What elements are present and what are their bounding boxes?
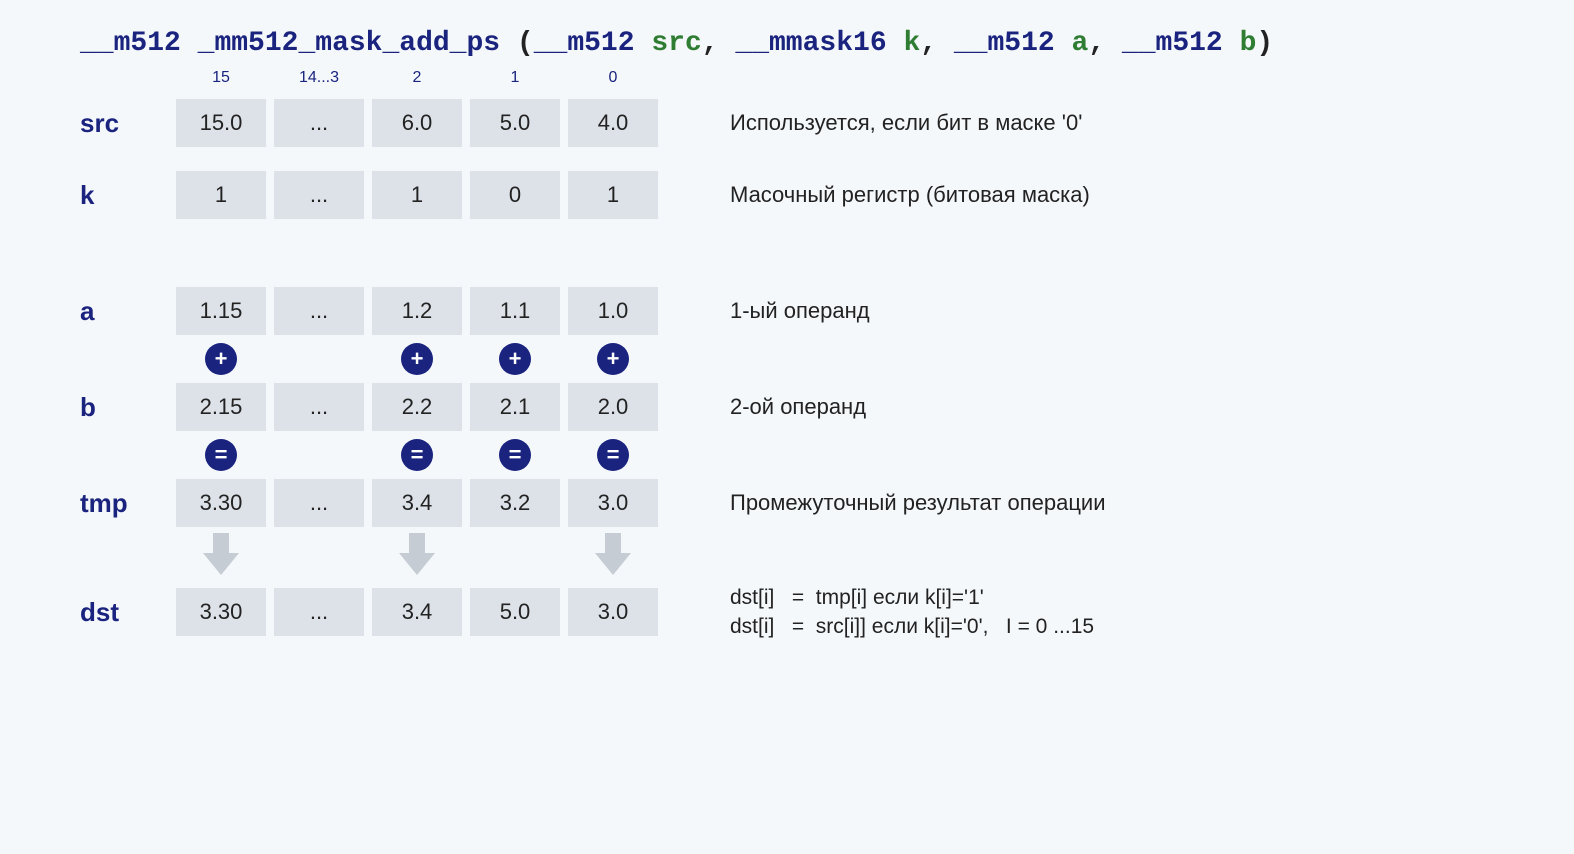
param-name-3: b bbox=[1240, 28, 1257, 59]
arrow-down-icon bbox=[399, 533, 435, 575]
param-name-0: src bbox=[651, 28, 701, 59]
row-src: src 15.0 ... 6.0 5.0 4.0 Используется, е… bbox=[80, 99, 1494, 147]
param-name-1: k bbox=[903, 28, 920, 59]
cells: 1.15 ... 1.2 1.1 1.0 bbox=[176, 287, 666, 335]
param-type-1: __mmask16 bbox=[735, 28, 886, 59]
cells: 3.30 ... 3.4 5.0 3.0 bbox=[176, 588, 666, 636]
plus-icon: + bbox=[401, 343, 433, 375]
row-desc: Промежуточный результат операции bbox=[730, 488, 1106, 518]
cell: ... bbox=[274, 479, 364, 527]
cell: ... bbox=[274, 171, 364, 219]
equals-icon: = bbox=[597, 439, 629, 471]
cell: 1.2 bbox=[372, 287, 462, 335]
cell: ... bbox=[274, 99, 364, 147]
cell: 5.0 bbox=[470, 99, 560, 147]
row-desc: 1-ый операнд bbox=[730, 296, 870, 326]
equals-icon: = bbox=[401, 439, 433, 471]
cell: ... bbox=[274, 287, 364, 335]
cell: 2.1 bbox=[470, 383, 560, 431]
function-signature: __m512 _mm512_mask_add_ps (__m512 src, _… bbox=[80, 28, 1494, 59]
param-type-0: __m512 bbox=[534, 28, 635, 59]
cell: 0 bbox=[470, 171, 560, 219]
row-label: src bbox=[80, 108, 176, 139]
equals-icon: = bbox=[499, 439, 531, 471]
arrow-row bbox=[176, 533, 1494, 575]
cell: 1.15 bbox=[176, 287, 266, 335]
row-label: dst bbox=[80, 597, 176, 628]
index-cell: 2 bbox=[372, 69, 462, 87]
cell: 3.2 bbox=[470, 479, 560, 527]
cell: 1 bbox=[176, 171, 266, 219]
cell: 6.0 bbox=[372, 99, 462, 147]
cell: 2.2 bbox=[372, 383, 462, 431]
plus-icon: + bbox=[205, 343, 237, 375]
cell: 3.30 bbox=[176, 588, 266, 636]
arrow-down-icon bbox=[203, 533, 239, 575]
arrow-down-icon bbox=[595, 533, 631, 575]
cell: 3.0 bbox=[568, 588, 658, 636]
cells: 2.15 ... 2.2 2.1 2.0 bbox=[176, 383, 666, 431]
cell: 2.15 bbox=[176, 383, 266, 431]
row-label: b bbox=[80, 392, 176, 423]
row-dst: dst 3.30 ... 3.4 5.0 3.0 dst[i] = tmp[i]… bbox=[80, 583, 1494, 642]
row-label: a bbox=[80, 296, 176, 327]
row-k: k 1 ... 1 0 1 Масочный регистр (битовая … bbox=[80, 171, 1494, 219]
row-desc: Используется, если бит в маске '0' bbox=[730, 108, 1082, 138]
cell: 1.0 bbox=[568, 287, 658, 335]
op-row-equals: = = = = bbox=[176, 439, 1494, 471]
index-cell: 15 bbox=[176, 69, 266, 87]
cell: 1 bbox=[568, 171, 658, 219]
cell: 3.4 bbox=[372, 588, 462, 636]
equals-icon: = bbox=[205, 439, 237, 471]
cell: ... bbox=[274, 383, 364, 431]
cell: 4.0 bbox=[568, 99, 658, 147]
plus-icon: + bbox=[597, 343, 629, 375]
cell: 5.0 bbox=[470, 588, 560, 636]
param-type-2: __m512 bbox=[954, 28, 1055, 59]
row-tmp: tmp 3.30 ... 3.4 3.2 3.0 Промежуточный р… bbox=[80, 479, 1494, 527]
cell: 3.30 bbox=[176, 479, 266, 527]
row-desc: 2-ой операнд bbox=[730, 392, 866, 422]
index-cell: 0 bbox=[568, 69, 658, 87]
plus-icon: + bbox=[499, 343, 531, 375]
dst-desc-line2: dst[i] = src[i]] если k[i]='0', I = 0 ..… bbox=[730, 615, 1094, 638]
diagram-content: 15 14...3 2 1 0 src 15.0 ... 6.0 5.0 4.0… bbox=[80, 61, 1494, 642]
cell: 2.0 bbox=[568, 383, 658, 431]
param-type-3: __m512 bbox=[1122, 28, 1223, 59]
cell: 15.0 bbox=[176, 99, 266, 147]
cells: 3.30 ... 3.4 3.2 3.0 bbox=[176, 479, 666, 527]
row-a: a 1.15 ... 1.2 1.1 1.0 1-ый операнд bbox=[80, 287, 1494, 335]
param-name-2: a bbox=[1072, 28, 1089, 59]
function-name: _mm512_mask_add_ps bbox=[198, 28, 500, 59]
index-row: 15 14...3 2 1 0 bbox=[176, 61, 1494, 87]
row-desc: Масочный регистр (битовая маска) bbox=[730, 180, 1090, 210]
cells: 1 ... 1 0 1 bbox=[176, 171, 666, 219]
index-cell: 14...3 bbox=[274, 69, 364, 87]
row-b: b 2.15 ... 2.2 2.1 2.0 2-ой операнд bbox=[80, 383, 1494, 431]
index-cell: 1 bbox=[470, 69, 560, 87]
dst-desc: dst[i] = tmp[i] если k[i]='1' dst[i] = s… bbox=[730, 583, 1094, 642]
row-label: k bbox=[80, 180, 176, 211]
cell: 3.0 bbox=[568, 479, 658, 527]
cell: ... bbox=[274, 588, 364, 636]
row-label: tmp bbox=[80, 488, 176, 519]
cell: 3.4 bbox=[372, 479, 462, 527]
cell: 1 bbox=[372, 171, 462, 219]
op-row-plus: + + + + bbox=[176, 343, 1494, 375]
cells: 15.0 ... 6.0 5.0 4.0 bbox=[176, 99, 666, 147]
cell: 1.1 bbox=[470, 287, 560, 335]
dst-desc-line1: dst[i] = tmp[i] если k[i]='1' bbox=[730, 586, 984, 609]
return-type: __m512 bbox=[80, 28, 181, 59]
